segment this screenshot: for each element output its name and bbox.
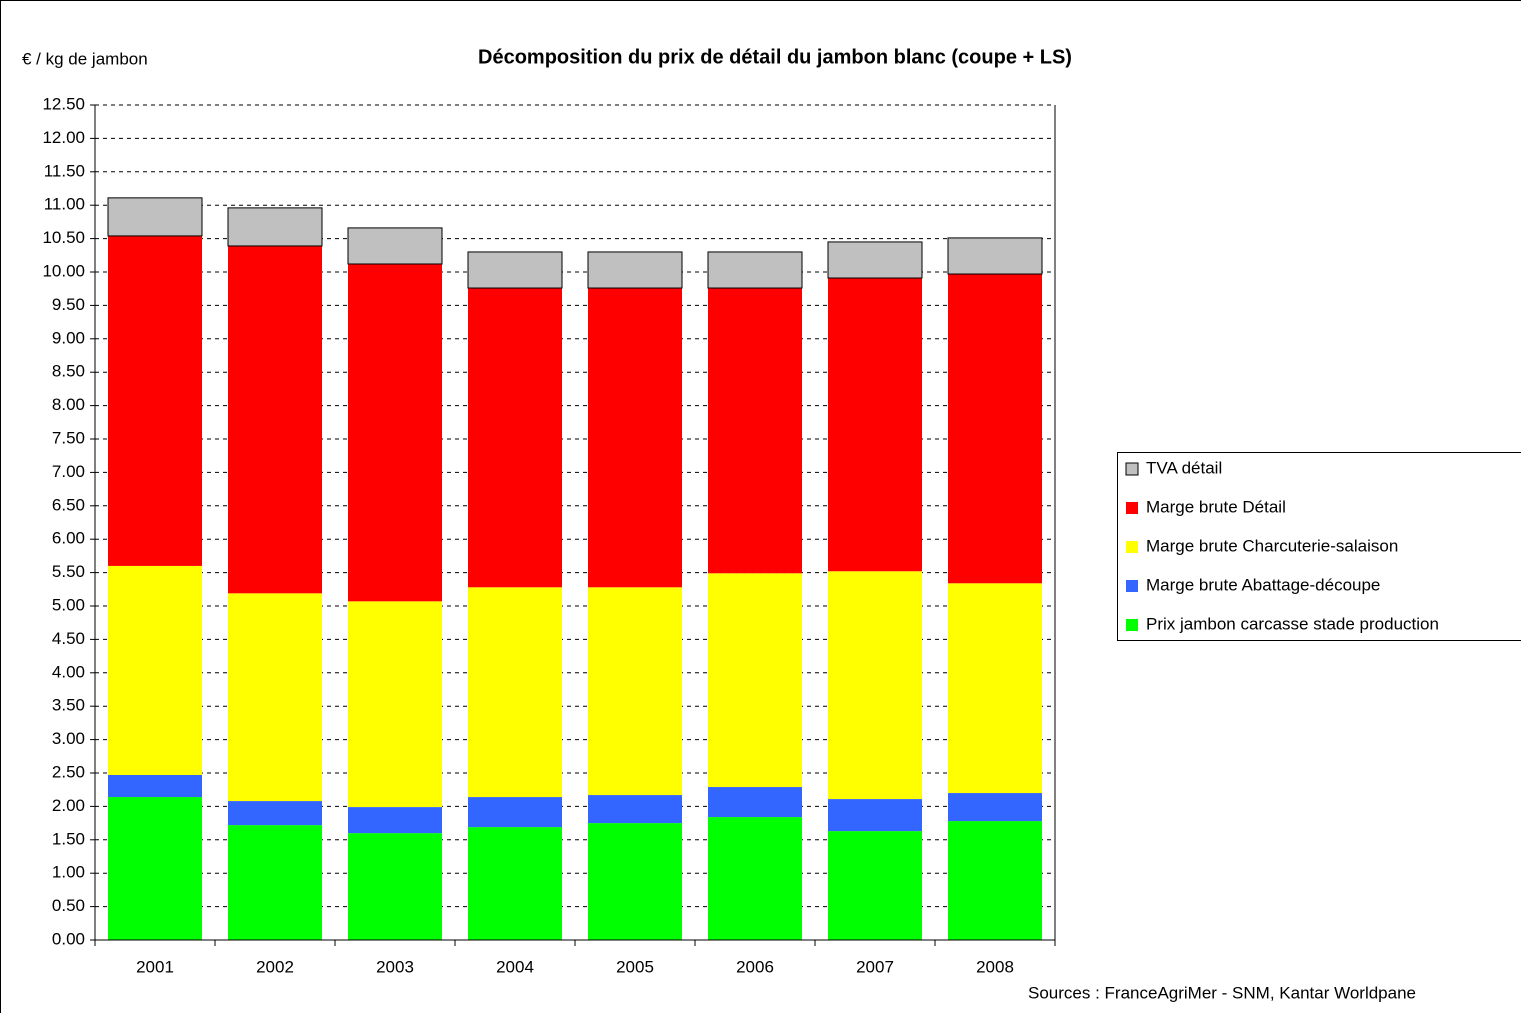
y-tick-label: 3.50 xyxy=(52,696,85,715)
y-tick-label: 4.00 xyxy=(52,662,85,681)
bar-segment xyxy=(348,263,442,602)
y-tick-label: 10.50 xyxy=(42,228,85,247)
legend-label: Marge brute Détail xyxy=(1146,497,1286,516)
y-tick-label: 9.50 xyxy=(52,295,85,314)
bar-segment xyxy=(588,288,682,588)
bar-segment xyxy=(708,787,802,818)
x-tick-label: 2008 xyxy=(976,957,1014,976)
bar-segment xyxy=(828,571,922,800)
bar-segment xyxy=(228,825,322,940)
bar-segment xyxy=(827,241,923,279)
bar-segment xyxy=(108,235,202,566)
y-tick-label: 5.50 xyxy=(52,562,85,581)
x-tick-label: 2005 xyxy=(616,957,654,976)
bar-segment xyxy=(588,587,682,796)
legend-label: TVA détail xyxy=(1146,458,1222,477)
bar-segment xyxy=(468,827,562,940)
bar-segment xyxy=(108,565,202,776)
y-tick-label: 6.50 xyxy=(52,495,85,514)
legend-label: Marge brute Abattage-découpe xyxy=(1146,575,1380,594)
y-tick-label: 4.50 xyxy=(52,629,85,648)
x-tick-label: 2007 xyxy=(856,957,894,976)
bar-segment xyxy=(227,207,323,247)
source-note: Sources : FranceAgriMer - SNM, Kantar Wo… xyxy=(1028,983,1416,1002)
legend-swatch xyxy=(1126,502,1138,514)
bar-segment xyxy=(948,583,1042,794)
bar-segment xyxy=(588,823,682,940)
legend-swatch xyxy=(1126,580,1138,592)
bar-segment xyxy=(828,278,922,572)
legend-swatch xyxy=(1126,619,1138,631)
bar-segment xyxy=(467,251,563,289)
y-tick-label: 2.00 xyxy=(52,796,85,815)
legend-swatch xyxy=(1126,541,1138,553)
bar-segment xyxy=(947,237,1043,275)
y-tick-label: 0.50 xyxy=(52,896,85,915)
y-tick-label: 3.00 xyxy=(52,729,85,748)
x-tick-label: 2006 xyxy=(736,957,774,976)
bar-segment xyxy=(828,831,922,940)
legend-label: Prix jambon carcasse stade production xyxy=(1146,614,1439,633)
y-tick-label: 1.50 xyxy=(52,829,85,848)
x-tick-label: 2003 xyxy=(376,957,414,976)
legend-label: Marge brute Charcuterie-salaison xyxy=(1146,536,1398,555)
y-tick-label: 10.00 xyxy=(42,261,85,280)
y-tick-label: 12.00 xyxy=(42,128,85,147)
bar-segment xyxy=(948,821,1042,940)
y-tick-label: 7.00 xyxy=(52,462,85,481)
bar-segment xyxy=(107,197,203,237)
x-tick-label: 2004 xyxy=(496,957,534,976)
y-tick-label: 1.00 xyxy=(52,863,85,882)
y-tick-label: 7.50 xyxy=(52,428,85,447)
x-tick-label: 2002 xyxy=(256,957,294,976)
y-tick-label: 11.00 xyxy=(44,195,85,214)
bar-segment xyxy=(948,274,1042,584)
y-tick-label: 0.00 xyxy=(52,929,85,948)
bar-segment xyxy=(708,288,802,574)
bar-segment xyxy=(708,817,802,940)
bar-segment xyxy=(587,251,683,289)
y-tick-label: 11.50 xyxy=(44,161,85,180)
bar-segment xyxy=(468,587,562,798)
bar-segment xyxy=(228,593,322,802)
bar-segment xyxy=(108,775,202,798)
bar-segment xyxy=(708,573,802,788)
bar-segment xyxy=(348,807,442,834)
bar-segment xyxy=(588,795,682,824)
bar-segment xyxy=(348,601,442,808)
chart-title: Décomposition du prix de détail du jambo… xyxy=(478,46,1072,68)
y-axis-label: € / kg de jambon xyxy=(22,49,148,68)
y-tick-label: 2.50 xyxy=(52,762,85,781)
y-tick-label: 8.50 xyxy=(52,362,85,381)
bar-segment xyxy=(468,288,562,588)
y-tick-label: 8.00 xyxy=(52,395,85,414)
bar-segment xyxy=(468,797,562,828)
y-tick-label: 6.00 xyxy=(52,529,85,548)
y-tick-label: 5.00 xyxy=(52,595,85,614)
y-tick-label: 9.00 xyxy=(52,328,85,347)
bar-segment xyxy=(348,833,442,940)
bar-segment xyxy=(828,799,922,832)
x-tick-label: 2001 xyxy=(136,957,174,976)
legend-swatch xyxy=(1125,462,1139,476)
bar-segment xyxy=(707,251,803,289)
bar-segment xyxy=(347,227,443,265)
legend-box xyxy=(1117,452,1521,641)
bar-segment xyxy=(228,801,322,826)
y-tick-label: 12.50 xyxy=(42,94,85,113)
bar-segment xyxy=(108,797,202,940)
bar-segment xyxy=(948,793,1042,822)
bar-segment xyxy=(228,245,322,594)
